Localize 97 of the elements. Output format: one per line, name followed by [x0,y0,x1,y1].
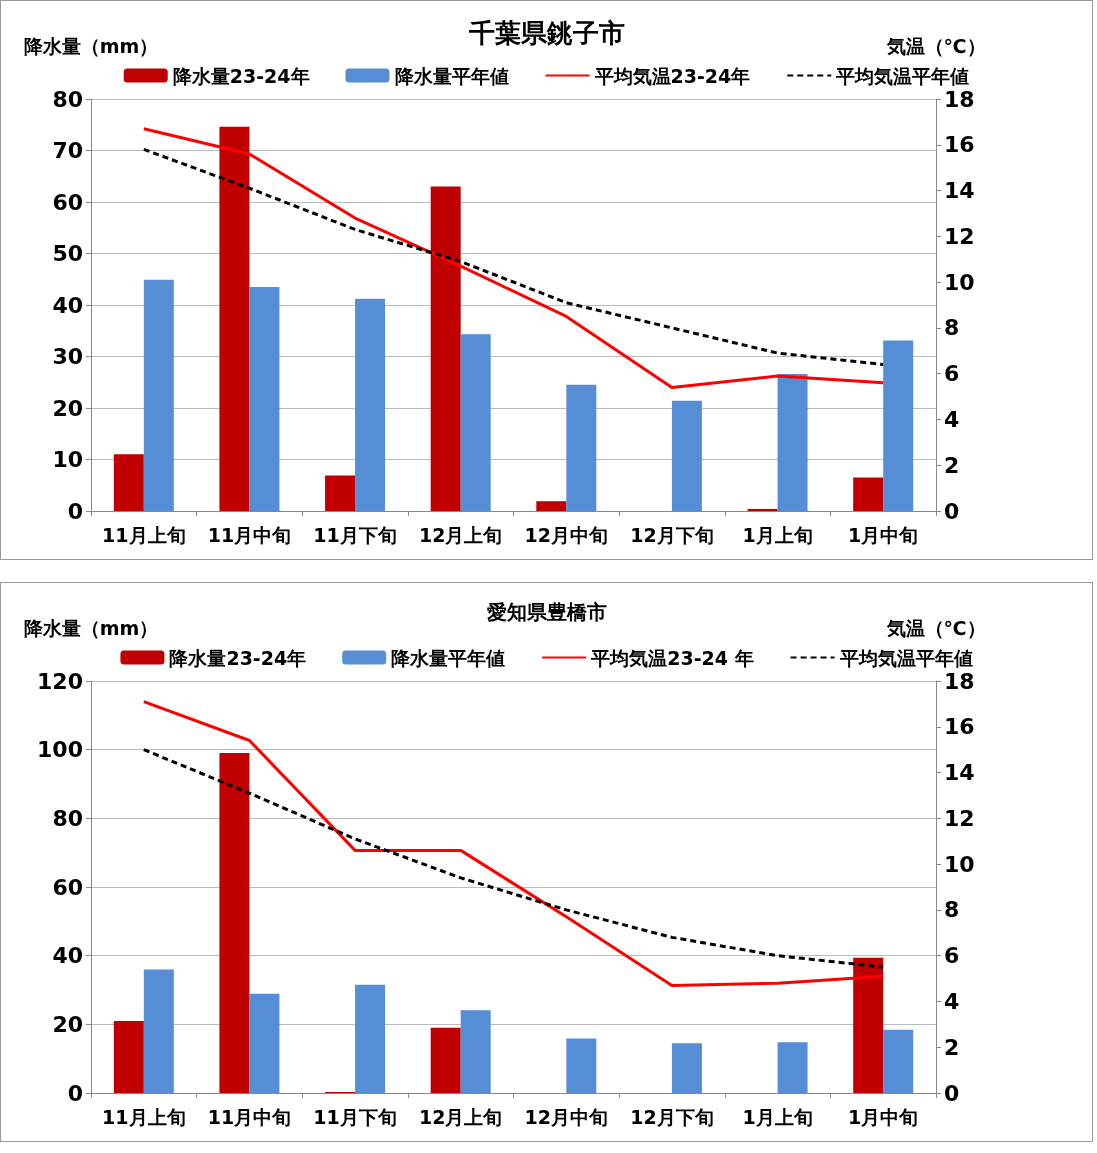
y2-tick-label: 6 [944,361,960,387]
x-tick-label: 12月中旬 [524,1105,609,1128]
y2-tick-label: 10 [944,269,975,295]
bar [460,334,491,511]
y-axis-title: 降水量（mm） [23,616,159,639]
bar [460,1010,491,1093]
bar [113,1020,144,1093]
legend-label: 降水量平年値 [391,646,506,669]
bar [355,984,386,1093]
y2-tick-label: 8 [944,897,960,923]
bar [355,298,386,511]
y2-tick-label: 4 [944,406,960,432]
y2-tick-label: 10 [944,851,975,877]
x-tick-label: 12月下旬 [630,1105,714,1128]
y2-axis-title: 気温（℃） [885,34,986,57]
bar [671,1043,702,1093]
y2-tick-label: 2 [944,452,960,478]
x-tick-label: 1月中旬 [848,523,919,546]
legend-label: 平均気温平年値 [838,646,973,669]
bar [430,186,461,511]
y-tick-label: 80 [52,86,83,112]
line-series [142,147,885,367]
x-tick-label: 11月下旬 [313,523,397,546]
bar [325,475,356,511]
x-tick-label: 11月下旬 [313,1105,397,1128]
x-tick-label: 12月上旬 [418,1105,503,1128]
y-tick-label: 40 [52,943,83,969]
bar [219,753,250,1093]
legend-label: 降水量23-24年 [169,646,307,669]
legend-label: 平均気温平年値 [835,64,970,87]
x-tick-label: 12月下旬 [630,523,714,546]
x-tick-label: 12月上旬 [418,523,503,546]
y-tick-label: 50 [52,241,83,266]
y-tick-label: 10 [52,447,83,472]
legend-label: 平均気温23-24 年 [590,646,754,669]
bar [430,1027,461,1093]
bar [249,286,280,511]
y2-tick-label: 0 [944,498,960,524]
y-tick-label: 40 [52,292,83,318]
bar [143,969,174,1093]
bar [566,1038,597,1093]
bar [536,501,567,511]
chart-title: 千葉県銚子市 [467,18,625,48]
line-series [142,127,885,389]
y-tick-label: 100 [37,737,83,763]
bar [566,384,597,511]
y2-tick-label: 2 [944,1034,960,1060]
line-series [142,700,885,987]
bar [883,340,914,511]
y2-tick-label: 12 [944,805,975,831]
bar [747,508,778,511]
x-tick-label: 11月中旬 [207,1105,292,1128]
y2-tick-label: 14 [944,178,975,204]
y2-tick-label: 0 [944,1080,960,1106]
x-tick-label: 1月上旬 [742,523,813,546]
y-tick-label: 80 [52,805,83,831]
bar [777,374,808,511]
y2-tick-label: 14 [944,760,975,786]
y2-tick-label: 8 [944,315,960,341]
y2-tick-label: 6 [944,943,960,969]
y-tick-label: 60 [52,874,83,900]
bar [113,454,144,511]
y-tick-label: 0 [67,498,83,524]
legend-label: 降水量平年値 [394,64,509,87]
bar [883,1029,914,1093]
x-tick-label: 11月上旬 [102,1105,186,1128]
bar [853,477,884,511]
legend-label: 降水量23-24年 [172,64,310,87]
y2-tick-label: 4 [944,988,960,1014]
bar [249,993,280,1093]
bar [219,126,250,511]
x-tick-label: 1月上旬 [742,1105,813,1128]
x-tick-label: 12月中旬 [524,523,609,546]
x-tick-label: 1月中旬 [848,1105,919,1128]
y-tick-label: 120 [37,668,83,694]
y2-tick-label: 16 [944,132,975,158]
y2-tick-label: 18 [944,668,975,694]
bar [853,957,884,1093]
y-tick-label: 20 [52,1011,83,1037]
chart-title: 愛知県豊橋市 [486,600,607,624]
x-tick-label: 11月中旬 [207,523,292,546]
x-tick-label: 11月上旬 [102,523,186,546]
bar [143,279,174,511]
bar [671,400,702,511]
y2-tick-label: 12 [944,223,975,249]
y-tick-label: 70 [52,138,83,163]
y-tick-label: 30 [52,344,83,369]
bar [777,1042,808,1093]
y2-tick-label: 18 [944,86,975,112]
line-series [142,748,885,969]
y2-tick-label: 16 [944,714,975,740]
y2-axis-title: 気温（℃） [885,616,986,639]
y-tick-label: 20 [52,395,83,421]
legend-label: 平均気温23-24年 [593,64,751,87]
y-axis-title: 降水量（mm） [23,34,159,57]
y-tick-label: 0 [67,1080,83,1106]
y-tick-label: 60 [52,189,83,215]
